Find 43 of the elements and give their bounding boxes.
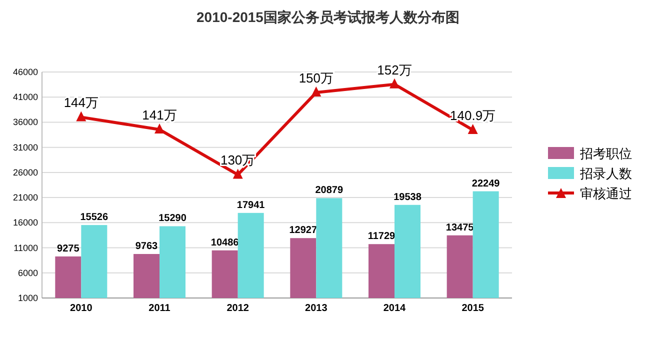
point <box>311 86 322 97</box>
data-label: 17941 <box>236 200 266 211</box>
data-label: 150万 <box>298 70 334 86</box>
data-label: 9275 <box>57 243 80 254</box>
x-tick-label: 2012 <box>226 303 250 314</box>
data-label: 9763 <box>135 240 158 252</box>
data-label: 12927 <box>289 225 318 236</box>
data-label: 15526 <box>80 212 109 224</box>
data-label: 140.9万 <box>450 108 496 123</box>
point <box>76 111 86 122</box>
data-label: 13475 <box>446 222 474 234</box>
y-tick-label: 1000 <box>18 293 38 303</box>
point <box>154 124 164 134</box>
data-label: 22249 <box>472 178 500 190</box>
data-label: 141万 <box>142 108 177 123</box>
x-tick-label: 2010 <box>70 303 93 314</box>
y-tick-label: 36000 <box>12 117 38 128</box>
x-tick-label: 2013 <box>305 303 328 314</box>
x-tick-label: 2011 <box>148 303 171 314</box>
data-label: 19538 <box>394 192 422 203</box>
y-tick-label: 26000 <box>12 167 38 178</box>
y-tick-label: 31000 <box>12 142 38 152</box>
chart-title: 2010-2015国家公务员考试报考人数分布图 <box>196 9 460 25</box>
data-label: 152万 <box>377 62 412 78</box>
y-tick-label: 11000 <box>14 242 38 253</box>
point <box>232 168 243 179</box>
data-label: 15290 <box>158 213 187 224</box>
data-label: 144万 <box>64 95 99 110</box>
point <box>390 78 400 88</box>
legend-label: 审核通过 <box>580 186 632 201</box>
legend-label: 招录人数 <box>579 166 632 181</box>
legend-label: 招考职位 <box>579 146 632 161</box>
data-label: 10486 <box>210 237 240 248</box>
y-tick-label: 46000 <box>12 67 38 77</box>
y-tick-label: 16000 <box>12 218 38 228</box>
x-tick-label: 2015 <box>462 303 484 314</box>
data-label: 20879 <box>315 185 344 196</box>
point <box>468 124 478 134</box>
y-tick-label: 6000 <box>18 268 38 278</box>
data-label: 11729 <box>368 231 396 242</box>
y-tick-label: 41000 <box>12 92 38 102</box>
x-tick-label: 2014 <box>383 303 406 314</box>
y-tick-label: 21000 <box>12 192 38 203</box>
